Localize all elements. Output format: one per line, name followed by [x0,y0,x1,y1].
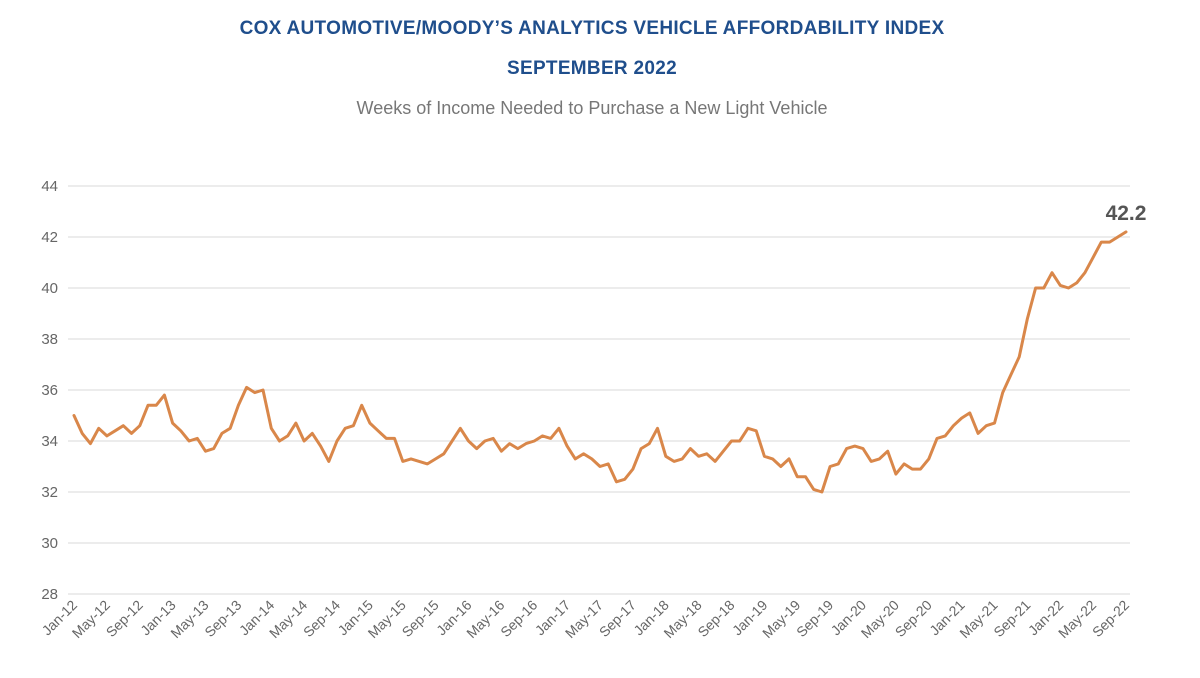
end-value-label: 42.2 [1106,202,1147,225]
y-tick-label: 42 [41,229,58,246]
x-tick-label: Sep-13 [201,597,244,640]
x-tick-label: Sep-21 [990,597,1033,640]
y-tick-label: 34 [41,433,58,450]
y-tick-label: 28 [41,586,58,603]
chart-title: COX AUTOMOTIVE/MOODY’S ANALYTICS VEHICLE… [239,18,945,39]
series-line [72,230,1128,494]
chart-subtitle: Weeks of Income Needed to Purchase a New… [356,98,828,118]
x-tick-label: May-15 [365,597,409,641]
x-tick-label: Sep-19 [793,597,836,640]
x-tick-label: Sep-20 [892,597,935,640]
chart-subtitle-date: SEPTEMBER 2022 [507,58,677,79]
x-tick-label: Sep-14 [300,597,343,640]
x-tick-label: May-22 [1055,597,1099,641]
x-tick-label: Sep-22 [1089,597,1132,640]
x-tick-label: May-12 [69,597,113,641]
x-tick-label: May-16 [463,597,507,641]
y-tick-label: 38 [41,331,58,348]
x-tick-label: Sep-18 [694,597,737,640]
x-tick-label: May-17 [562,597,606,641]
x-tick-label: May-19 [759,597,803,641]
x-tick-label: May-13 [167,597,211,641]
x-tick-label: May-21 [956,597,1000,641]
x-tick-label: Sep-17 [596,597,639,640]
y-tick-label: 36 [41,382,58,399]
y-tick-label: 40 [41,280,58,297]
x-tick-label: May-14 [266,597,310,641]
y-tick-label: 44 [41,178,58,195]
x-tick-label: Sep-15 [399,597,442,640]
y-tick-label: 32 [41,484,58,501]
y-tick-label: 30 [41,535,58,552]
x-tick-label: Sep-12 [103,597,146,640]
x-tick-label: Sep-16 [497,597,540,640]
x-tick-label: May-18 [660,597,704,641]
x-tick-label: May-20 [858,597,902,641]
